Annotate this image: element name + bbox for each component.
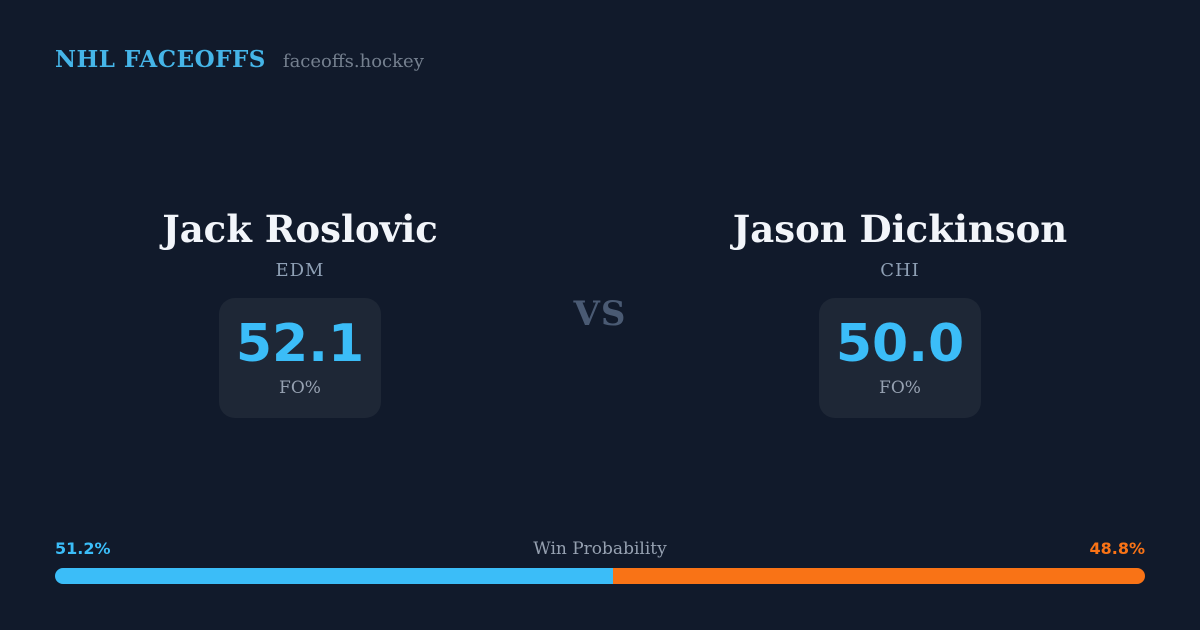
- player-left-column: Jack Roslovic EDM 52.1 FO%: [100, 208, 500, 418]
- brand-title: NHL FACEOFFS: [55, 46, 266, 73]
- player-team: CHI: [880, 259, 920, 281]
- probability-bar-left-segment: [55, 568, 614, 584]
- probability-bar-right-segment: [613, 568, 1145, 584]
- left-probability-value: 51.2%: [55, 539, 111, 558]
- win-probability-labels: 51.2% Win Probability 48.8%: [55, 539, 1145, 559]
- right-probability-value: 48.8%: [1089, 539, 1145, 558]
- vs-label: VS: [573, 294, 627, 334]
- stat-label: FO%: [879, 377, 921, 398]
- stat-label: FO%: [279, 377, 321, 398]
- stat-value: 52.1: [235, 313, 365, 374]
- win-probability-section: 51.2% Win Probability 48.8%: [55, 539, 1145, 584]
- probability-bar: [55, 568, 1145, 584]
- stat-card: 52.1 FO%: [219, 297, 381, 418]
- stat-card: 50.0 FO%: [819, 297, 981, 418]
- stat-value: 50.0: [835, 313, 965, 374]
- player-team: EDM: [275, 259, 325, 281]
- player-name: Jason Dickinson: [732, 207, 1068, 251]
- site-domain: faceoffs.hockey: [282, 51, 424, 72]
- header: NHL FACEOFFS faceoffs.hockey: [55, 46, 424, 73]
- player-right-column: Jason Dickinson CHI 50.0 FO%: [700, 208, 1100, 418]
- win-probability-title: Win Probability: [533, 539, 667, 559]
- player-name: Jack Roslovic: [162, 207, 438, 251]
